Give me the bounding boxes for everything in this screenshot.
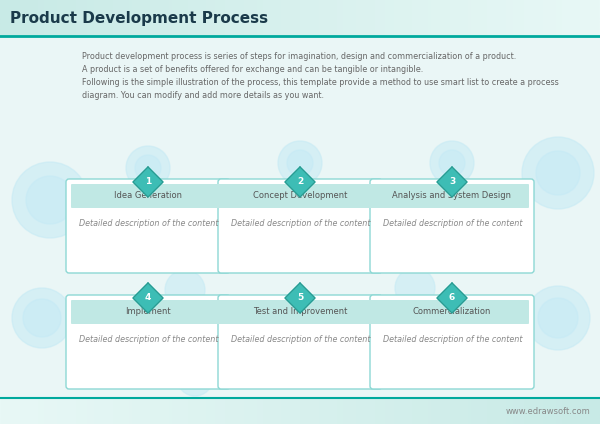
Text: Detailed description of the content: Detailed description of the content <box>79 219 218 228</box>
Text: 6: 6 <box>449 293 455 302</box>
Circle shape <box>26 176 74 224</box>
Text: Test and Improvement: Test and Improvement <box>253 307 347 316</box>
Polygon shape <box>437 283 467 313</box>
FancyBboxPatch shape <box>66 179 230 273</box>
Text: Analysis and System Design: Analysis and System Design <box>392 192 511 201</box>
FancyBboxPatch shape <box>370 295 534 389</box>
FancyBboxPatch shape <box>71 184 225 208</box>
FancyBboxPatch shape <box>66 295 230 389</box>
Circle shape <box>126 146 170 190</box>
Circle shape <box>165 270 205 310</box>
Circle shape <box>135 155 161 181</box>
FancyBboxPatch shape <box>218 295 382 389</box>
Text: 5: 5 <box>297 293 303 302</box>
Polygon shape <box>133 167 163 197</box>
FancyBboxPatch shape <box>375 300 529 324</box>
Circle shape <box>538 298 578 338</box>
FancyBboxPatch shape <box>370 179 534 273</box>
Polygon shape <box>285 283 315 313</box>
Text: Detailed description of the content: Detailed description of the content <box>383 219 523 228</box>
Circle shape <box>389 356 421 388</box>
FancyBboxPatch shape <box>375 184 529 208</box>
Text: Product Development Process: Product Development Process <box>10 11 268 25</box>
Circle shape <box>177 360 213 396</box>
Circle shape <box>536 151 580 195</box>
Circle shape <box>526 286 590 350</box>
Text: Following is the simple illustration of the process, this template provide a met: Following is the simple illustration of … <box>82 78 559 87</box>
Circle shape <box>430 141 474 185</box>
Circle shape <box>12 288 72 348</box>
FancyBboxPatch shape <box>223 184 377 208</box>
FancyBboxPatch shape <box>223 300 377 324</box>
Circle shape <box>23 299 61 337</box>
Circle shape <box>522 137 594 209</box>
Polygon shape <box>285 167 315 197</box>
Circle shape <box>12 162 88 238</box>
Polygon shape <box>437 167 467 197</box>
Circle shape <box>287 150 313 176</box>
Text: Product development process is series of steps for imagination, design and comme: Product development process is series of… <box>82 52 516 61</box>
Circle shape <box>278 141 322 185</box>
FancyBboxPatch shape <box>71 300 225 324</box>
Text: Implement: Implement <box>125 307 171 316</box>
Text: 4: 4 <box>145 293 151 302</box>
Text: 2: 2 <box>297 178 303 187</box>
FancyBboxPatch shape <box>218 179 382 273</box>
Text: Commercialization: Commercialization <box>413 307 491 316</box>
Circle shape <box>395 268 435 308</box>
Text: 3: 3 <box>449 178 455 187</box>
Text: Detailed description of the content: Detailed description of the content <box>79 335 218 344</box>
Circle shape <box>439 150 465 176</box>
Text: Concept Development: Concept Development <box>253 192 347 201</box>
Text: www.edrawsoft.com: www.edrawsoft.com <box>505 407 590 416</box>
Text: A product is a set of benefits offered for exchange and can be tangible or intan: A product is a set of benefits offered f… <box>82 65 423 74</box>
Text: diagram. You can modify and add more details as you want.: diagram. You can modify and add more det… <box>82 91 324 100</box>
Text: Detailed description of the content: Detailed description of the content <box>231 335 371 344</box>
Text: 1: 1 <box>145 178 151 187</box>
Text: Idea Generation: Idea Generation <box>114 192 182 201</box>
Polygon shape <box>133 283 163 313</box>
Text: Detailed description of the content: Detailed description of the content <box>383 335 523 344</box>
Text: Detailed description of the content: Detailed description of the content <box>231 219 371 228</box>
